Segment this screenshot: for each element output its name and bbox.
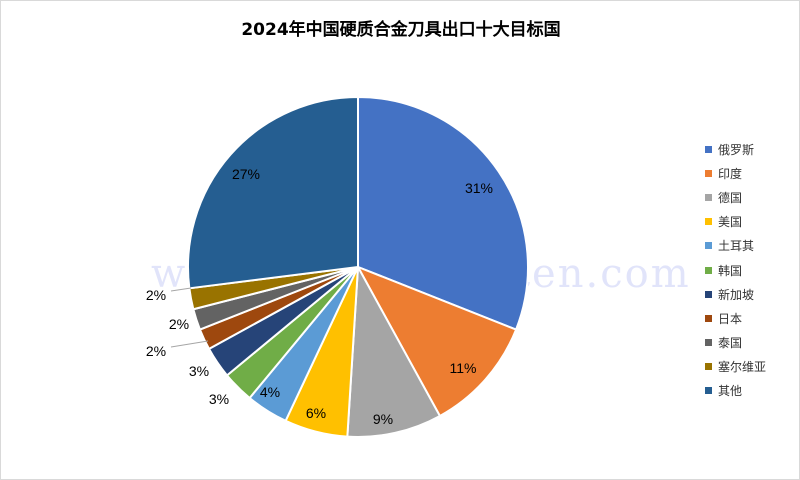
leader-line [170,287,192,292]
pie-slice-1 [357,95,529,331]
legend-label: 德国 [718,190,743,205]
legend-item: 德国 [705,185,766,209]
legend-label: 俄罗斯 [718,142,755,157]
legend-item: 泰国 [705,331,766,355]
legend-swatch [705,290,712,298]
legend-swatch [705,145,712,153]
legend-label: 美国 [718,215,743,230]
pie-slice-11 [186,95,359,290]
data-label: 2% [146,287,166,303]
legend-item: 其他 [705,379,766,403]
legend-item: 新加坡 [705,282,766,306]
legend-label: 印度 [718,166,743,181]
data-label: 9% [373,411,393,427]
data-label: 6% [306,405,326,421]
legend-swatch [705,218,712,226]
legend-swatch [705,314,712,322]
data-label: 3% [189,363,209,379]
data-label: 11% [450,360,477,376]
legend-swatch [705,169,712,177]
legend-swatch [705,339,712,347]
legend: 俄罗斯印度德国美国土耳其韩国新加坡日本泰国塞尔维亚其他 [705,137,766,403]
data-label: 31% [465,180,493,196]
legend-item: 印度 [705,161,766,185]
chart-title: 2024年中国硬质合金刀具出口十大目标国 [241,20,561,40]
legend-swatch [705,363,712,371]
legend-label: 泰国 [718,336,743,351]
legend-item: 塞尔维亚 [705,355,766,379]
legend-item: 俄罗斯 [705,137,766,161]
legend-label: 土耳其 [718,239,755,254]
legend-swatch [705,242,712,250]
legend-label: 韩国 [718,263,743,278]
data-label: 2% [169,316,189,332]
data-label: 4% [260,384,280,400]
leader-line [170,340,209,348]
legend-item: 美国 [705,210,766,234]
legend-label: 日本 [718,311,743,326]
legend-item: 韩国 [705,258,766,282]
legend-item: 土耳其 [705,234,766,258]
legend-swatch [705,193,712,201]
data-label: 27% [232,166,260,182]
legend-swatch [705,266,712,274]
legend-label: 新加坡 [718,287,755,302]
legend-label: 其他 [718,384,743,399]
legend-swatch [705,387,712,395]
pie-slice-2 [355,265,518,418]
pie-slice-3 [346,263,442,438]
legend-label: 塞尔维亚 [718,360,767,375]
legend-item: 日本 [705,306,766,330]
data-label: 2% [146,343,166,359]
data-label: 3% [209,391,229,407]
